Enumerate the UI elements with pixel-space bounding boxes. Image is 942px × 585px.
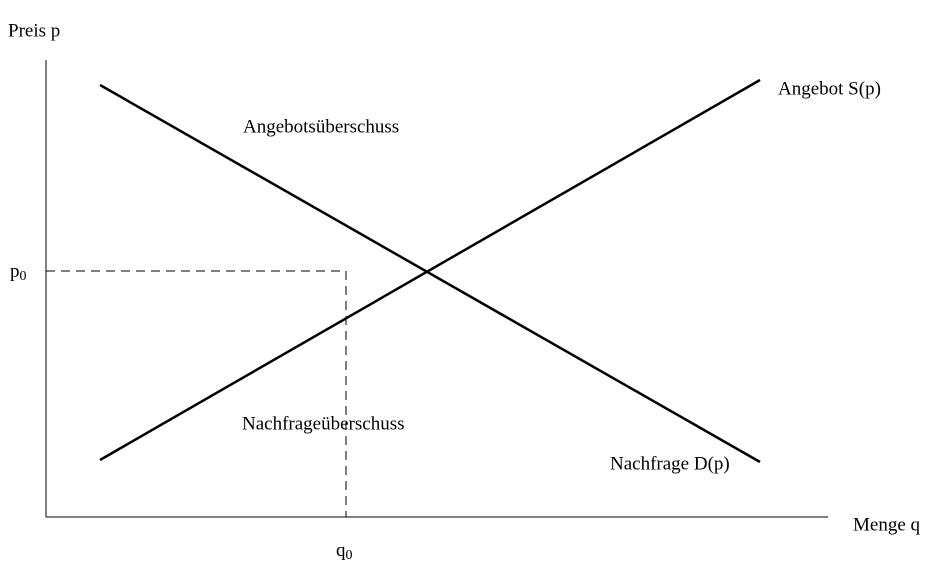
supply-label: Angebot S(p) <box>778 78 881 99</box>
lower-region-label: Nachfrageüberschuss <box>242 413 404 434</box>
quantity-subscript: 0 <box>346 548 353 563</box>
supply-curve <box>99 78 761 462</box>
price-label: p0 <box>10 261 27 284</box>
upper-region-label: Angebotsüberschuss <box>243 116 399 137</box>
quantity-label: q0 <box>336 540 353 563</box>
demand-curve <box>99 83 761 464</box>
x-axis-label: Menge q <box>853 514 921 535</box>
demand-label: Nachfrage D(p) <box>610 453 730 474</box>
quantity-symbol: q <box>336 540 346 561</box>
price-symbol: p <box>10 261 20 282</box>
price-subscript: 0 <box>20 269 27 284</box>
y-axis-label: Preis p <box>8 20 60 41</box>
